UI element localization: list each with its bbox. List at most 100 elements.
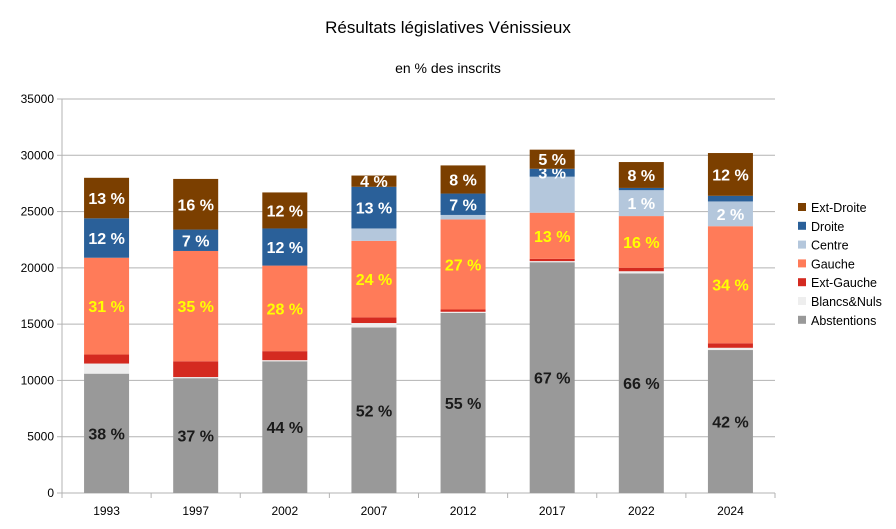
data-label: 8 % (628, 168, 656, 185)
y-tick-label: 35000 (21, 92, 55, 106)
bar-segment (529, 149, 575, 169)
y-tick-label: 15000 (21, 317, 55, 331)
data-label: 34 % (712, 278, 748, 295)
data-label: 1 % (628, 196, 656, 213)
data-label: 28 % (267, 301, 303, 318)
bar-segment (262, 265, 308, 352)
data-label: 13 % (88, 191, 124, 208)
data-label: 55 % (445, 396, 481, 413)
legend-swatch (798, 297, 806, 305)
bar-segment (351, 175, 397, 187)
bar-segment (351, 323, 397, 328)
bar-segment (529, 212, 575, 259)
data-label: 7 % (182, 233, 210, 250)
bar-segment (351, 317, 397, 324)
bar-segment (173, 229, 219, 251)
data-label: 4 % (360, 174, 388, 191)
bar-segment (173, 377, 219, 379)
legend-swatch (798, 240, 806, 249)
bar-segment (618, 273, 664, 493)
y-tick-label: 20000 (21, 261, 55, 275)
bar-segment (707, 347, 753, 351)
bar-segment (618, 267, 664, 272)
bar-segment (262, 228, 308, 266)
data-label: 44 % (267, 420, 303, 437)
legend-label: Blancs&Nuls (811, 295, 882, 309)
y-tick-label: 10000 (21, 373, 55, 387)
bar-segment (351, 228, 397, 241)
bar-segment (529, 261, 575, 263)
legend-label: Gauche (811, 257, 855, 271)
x-tick-label: 2002 (271, 504, 298, 518)
legend-label: Droite (811, 220, 844, 234)
data-label: 5 % (538, 152, 566, 169)
data-label: 27 % (445, 257, 481, 274)
data-label: 3 % (538, 166, 566, 183)
bar-segment (84, 373, 130, 493)
bar-segment (173, 361, 219, 378)
bar-segment (84, 354, 130, 364)
bar-segment (529, 176, 575, 213)
legend-label: Centre (811, 239, 849, 253)
y-tick-label: 30000 (21, 148, 55, 162)
bar-segment (707, 153, 753, 196)
bar-segment (351, 186, 397, 229)
y-tick-label: 5000 (27, 430, 54, 444)
bar-segment (707, 195, 753, 202)
legend-label: Abstentions (811, 314, 876, 328)
bar-segment (84, 218, 130, 258)
legend-label: Ext-Gauche (811, 276, 877, 290)
bar-segment (440, 219, 486, 310)
data-label: 31 % (88, 299, 124, 316)
bar-segment (707, 343, 753, 348)
bar-segment (440, 312, 486, 493)
bar-segment (84, 363, 130, 374)
data-label: 66 % (623, 376, 659, 393)
data-label: 52 % (356, 403, 392, 420)
data-label: 24 % (356, 272, 392, 289)
bar-segment (440, 311, 486, 313)
bar-segment (173, 250, 219, 362)
bar-segment (262, 360, 308, 362)
bar-segment (529, 258, 575, 262)
data-label: 7 % (449, 197, 477, 214)
bar-segment (262, 361, 308, 493)
x-tick-label: 2007 (361, 504, 388, 518)
bar-segment (440, 165, 486, 194)
data-label: 12 % (267, 203, 303, 220)
y-tick-label: 25000 (21, 205, 55, 219)
legend-swatch (798, 259, 806, 268)
bar-segment (618, 187, 664, 191)
x-tick-label: 2024 (717, 504, 744, 518)
bar-segment (529, 262, 575, 493)
legend-swatch (798, 278, 806, 287)
data-label: 67 % (534, 371, 570, 388)
data-label: 8 % (449, 172, 477, 189)
y-tick-label: 0 (47, 486, 54, 500)
data-label: 12 % (712, 167, 748, 184)
data-label: 42 % (712, 415, 748, 432)
data-label: 12 % (267, 240, 303, 257)
bar-segment (529, 168, 575, 177)
data-label: 37 % (177, 429, 213, 446)
bar-segment (618, 271, 664, 274)
data-label: 13 % (534, 229, 570, 246)
data-label: 12 % (88, 231, 124, 248)
bar-segment (618, 162, 664, 188)
bar-segment (440, 193, 486, 215)
bar-segment (618, 216, 664, 268)
bar-segment (440, 309, 486, 312)
data-label: 13 % (356, 201, 392, 218)
data-label: 2 % (717, 207, 745, 224)
bar-segment (618, 190, 664, 217)
chart-title: Résultats législatives Vénissieux (325, 18, 571, 37)
x-tick-label: 2012 (450, 504, 477, 518)
chart-subtitle: en % des inscrits (395, 60, 501, 76)
x-tick-label: 2022 (628, 504, 655, 518)
bar-segment (262, 192, 308, 229)
data-label: 16 % (177, 197, 213, 214)
bar-segment (707, 226, 753, 344)
x-tick-label: 2017 (539, 504, 566, 518)
bar-segment (440, 214, 486, 220)
